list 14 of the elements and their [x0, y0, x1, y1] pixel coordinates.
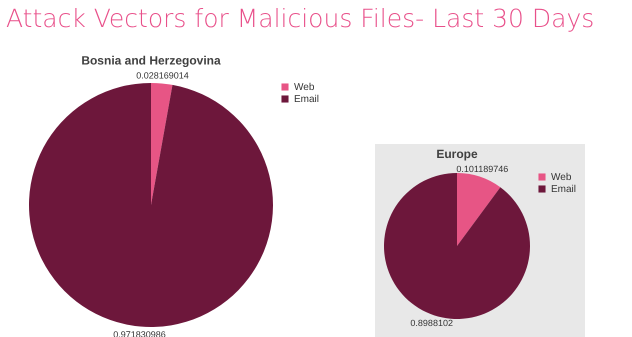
chart-title: Europe [436, 147, 478, 162]
pie-slice [384, 173, 530, 319]
legend-label: Email [551, 184, 576, 195]
legend-label: Web [294, 82, 315, 93]
pie-slice [151, 83, 172, 205]
legend-label: Email [294, 94, 320, 105]
data-label: 0.8988102 [410, 318, 453, 328]
pie-slice [29, 83, 273, 327]
text: Attack Vectors for Malicious Files- Last 30 Days [6, 4, 594, 33]
chart-title: Bosnia and Herzegovina [81, 54, 222, 68]
legend-label: Web [551, 172, 572, 183]
data-label: 0.101189746 [456, 164, 508, 174]
data-label: 0.028169014 [136, 70, 189, 81]
pie-slice [457, 173, 500, 246]
